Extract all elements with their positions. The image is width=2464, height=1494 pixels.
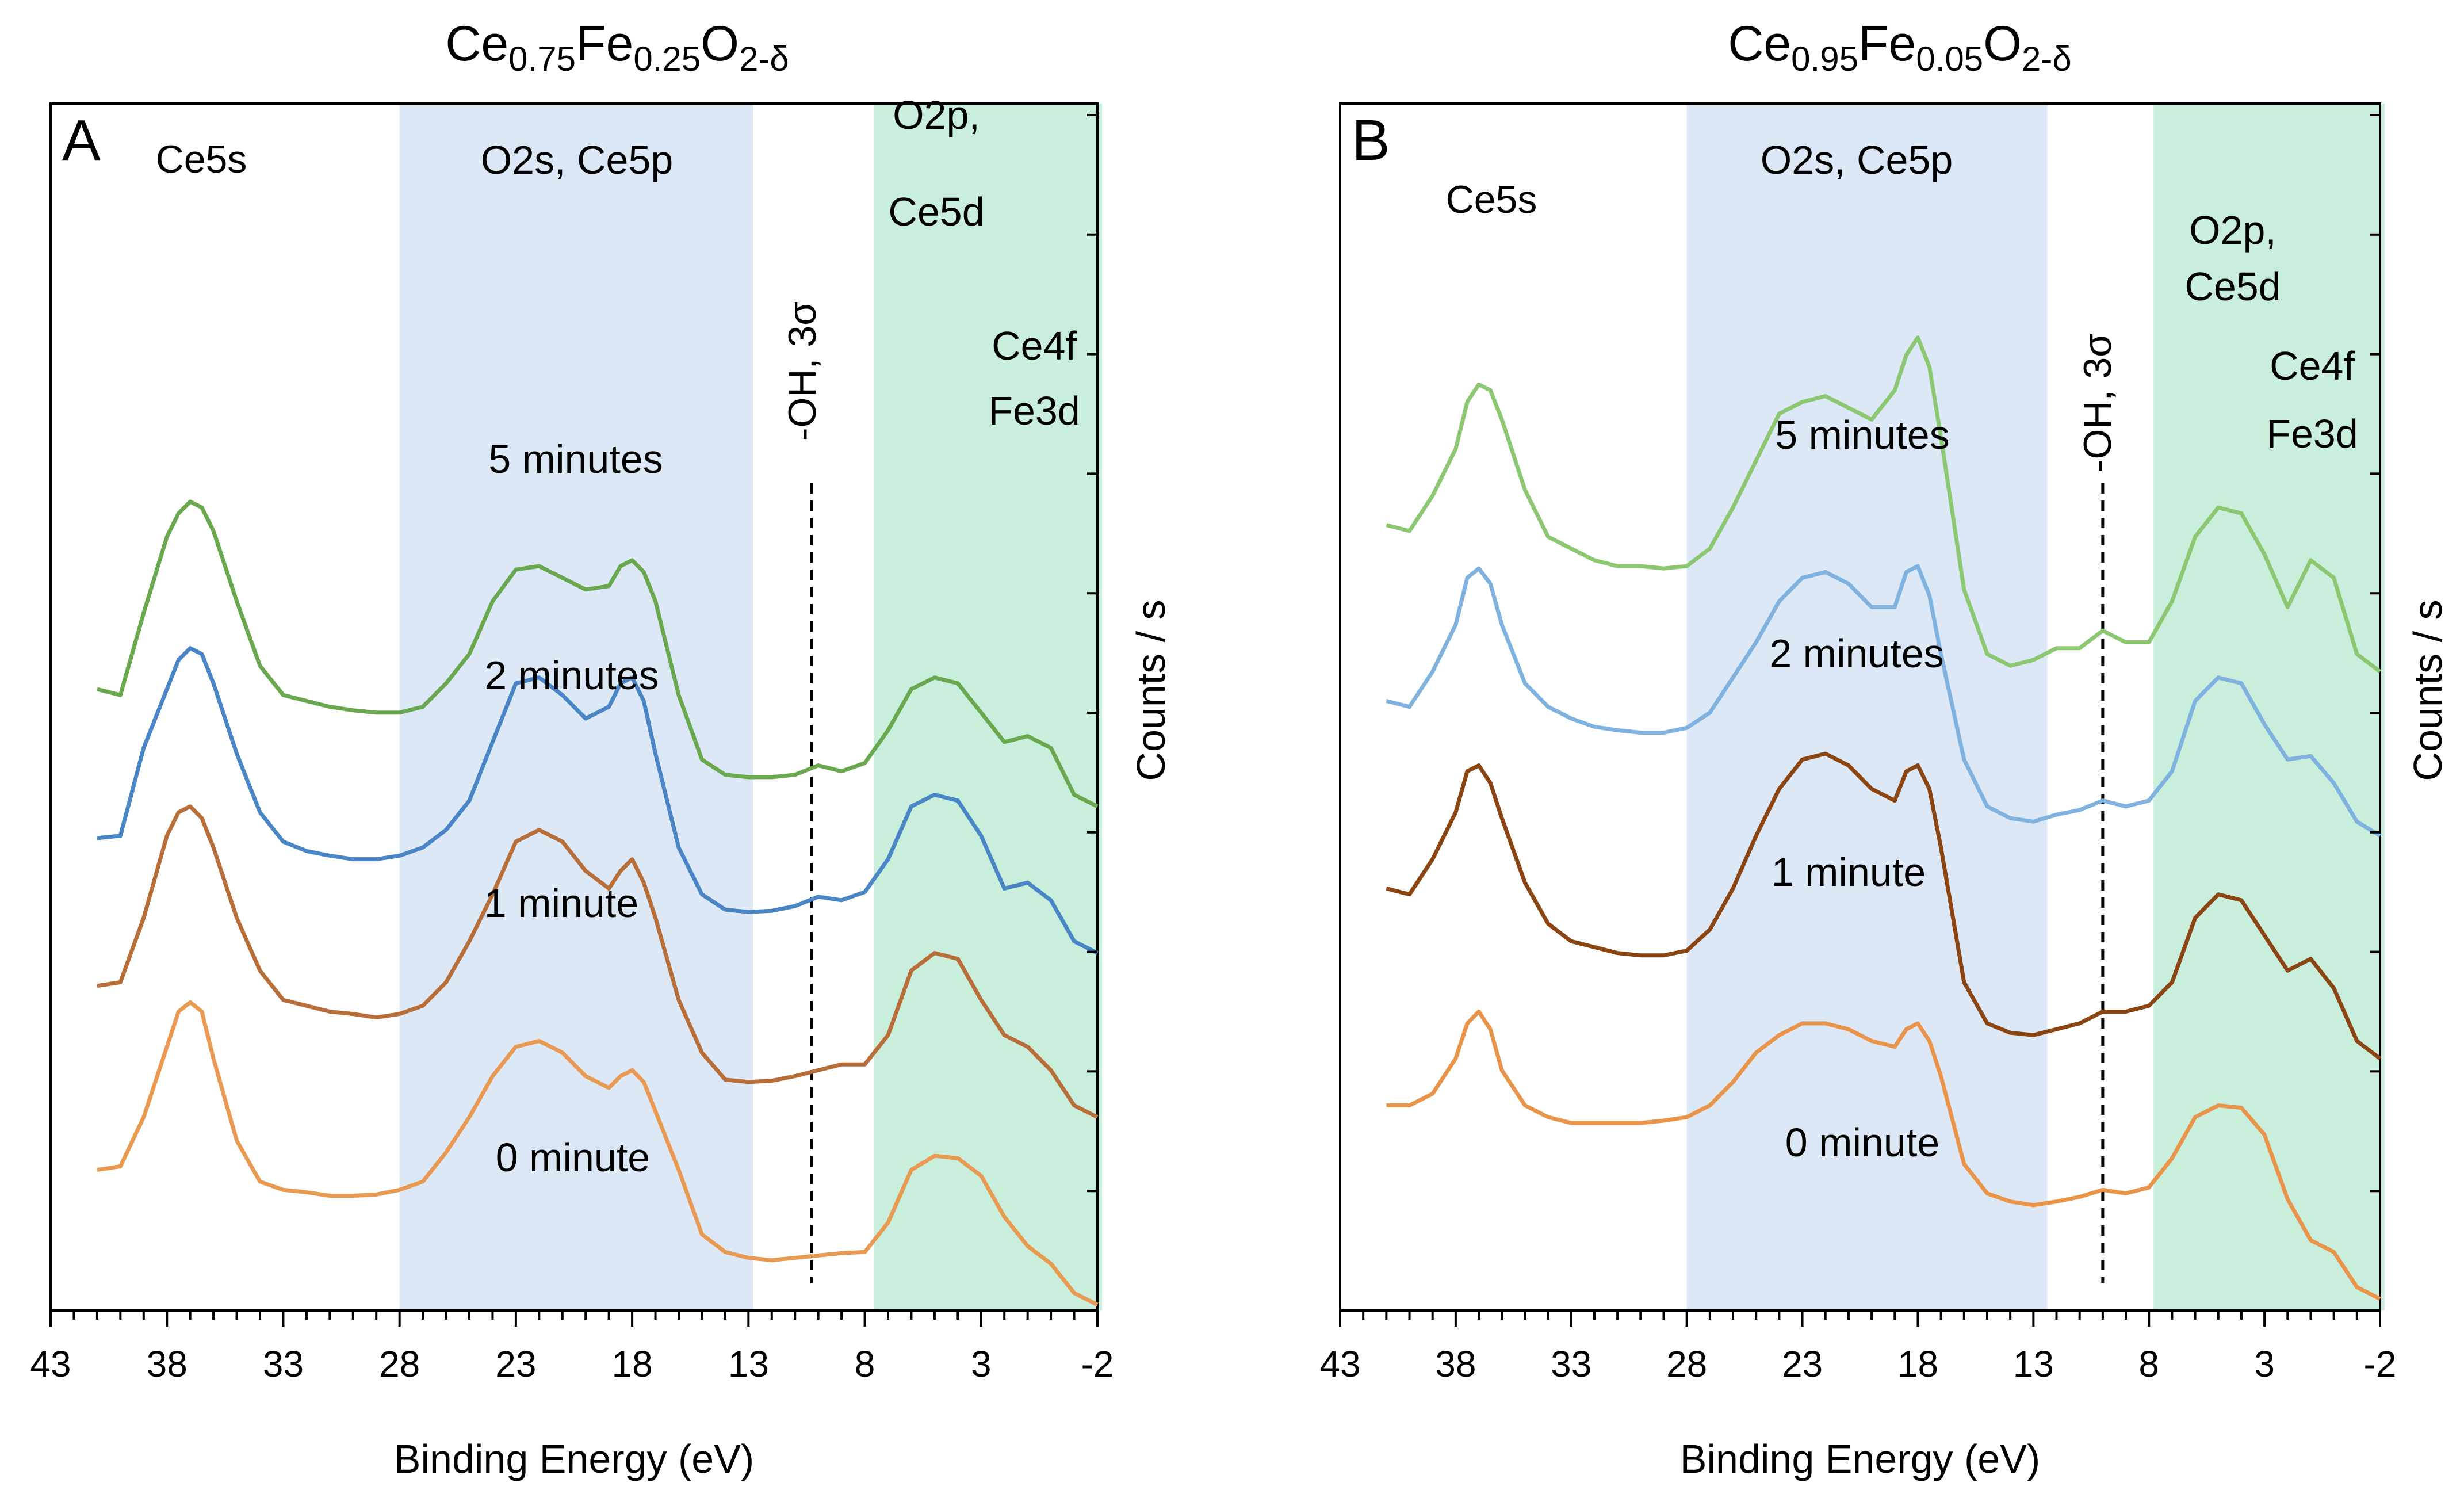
series-line	[97, 1000, 1099, 1307]
title-text: Ce	[445, 16, 508, 71]
x-tick-label: 43	[30, 1343, 71, 1385]
x-tick-label: 3	[971, 1343, 992, 1385]
x-tick-label: 23	[495, 1343, 536, 1385]
series-label: 2 minutes	[484, 653, 659, 698]
oh-3sigma-label: -OH, 3σ	[780, 301, 824, 441]
ce4f-label: Ce4f	[2270, 343, 2355, 388]
x-tick-label: -2	[1081, 1343, 1114, 1385]
y-axis-title: Counts / s	[2405, 599, 2450, 781]
title-subscript: 0.75	[508, 40, 576, 78]
series-label: 2 minutes	[1769, 631, 1943, 676]
series-label: 1 minute	[484, 881, 638, 926]
x-tick-label: 8	[855, 1343, 875, 1385]
x-axis-title: Binding Energy (eV)	[394, 1436, 754, 1481]
series-label: 5 minutes	[1775, 412, 1949, 457]
panel-b: 43 38 33 28 23 18 13 8 3 -2 Binding Energy (eV) Cou…	[1319, 16, 2450, 1481]
band-blue	[1686, 104, 2048, 1310]
fe3d-label: Fe3d	[988, 388, 1080, 433]
o2s-ce5p-label: O2s, Ce5p	[1761, 137, 1953, 182]
x-tick-label: 33	[263, 1343, 304, 1385]
plot-frame	[49, 102, 1099, 1312]
x-axis-title: Binding Energy (eV)	[1680, 1436, 2040, 1481]
x-tick-label: 43	[1319, 1343, 1360, 1385]
title-subscript: 0.25	[633, 40, 701, 78]
band-green	[874, 104, 1103, 1310]
panel-letter: A	[62, 108, 101, 173]
title-subscript: 0.05	[1916, 40, 1983, 78]
x-tick-label: 18	[612, 1343, 653, 1385]
series-label: 5 minutes	[488, 437, 663, 482]
series-line	[1386, 751, 2382, 1060]
panel-title: Ce0.75Fe0.25O2-δ	[445, 16, 789, 78]
panel-letter: B	[1352, 108, 1390, 173]
ce4f-label: Ce4f	[992, 323, 1077, 368]
x-tick-label: 33	[1551, 1343, 1591, 1385]
o2p-label: O2p,	[2189, 208, 2276, 253]
series-line	[97, 646, 1099, 955]
series-line	[97, 804, 1099, 1119]
x-tick-label: 38	[147, 1343, 188, 1385]
ce5d-label: Ce5d	[2184, 264, 2281, 309]
panel-a: 43 38 33 28 23 18 13 8 3 -2 Binding Energy (eV) Cou…	[30, 16, 1173, 1481]
title-subscript: 2-δ	[739, 40, 789, 78]
series-line	[1386, 564, 2381, 838]
title-text: O	[701, 16, 739, 71]
x-tick-label: 28	[1666, 1343, 1707, 1385]
series-label: 1 minute	[1772, 850, 1926, 895]
fe3d-label: Fe3d	[2266, 411, 2358, 456]
x-tick-label: 3	[2254, 1343, 2275, 1385]
panel-title: Ce0.95Fe0.05O2-δ	[1728, 16, 2072, 78]
x-tick-label: 8	[2138, 1343, 2159, 1385]
y-axis-title: Counts / s	[1128, 599, 1173, 781]
series-line	[97, 499, 1099, 808]
title-text: Fe	[576, 16, 633, 71]
title-text: Ce	[1728, 16, 1791, 71]
ce5d-label: Ce5d	[888, 189, 984, 234]
plot-frame	[1339, 102, 2381, 1312]
x-tick-label: 28	[379, 1343, 420, 1385]
title-subscript: 2-δ	[2022, 40, 2072, 78]
x-tick-label: 38	[1435, 1343, 1476, 1385]
series-line	[1386, 335, 2382, 674]
ce5s-label: Ce5s	[156, 137, 247, 181]
title-text: O	[1983, 16, 2022, 71]
series-label: 0 minute	[1785, 1120, 1939, 1165]
series-label: 0 minute	[496, 1135, 650, 1180]
oh-3sigma-label: -OH, 3σ	[2076, 333, 2119, 472]
series-line	[1386, 1010, 2381, 1301]
x-tick-label: 18	[1897, 1343, 1938, 1385]
title-subscript: 0.95	[1791, 40, 1858, 78]
title-text: Fe	[1858, 16, 1916, 71]
o2p-label: O2p,	[893, 93, 980, 137]
o2s-ce5p-label: O2s, Ce5p	[481, 137, 674, 182]
x-tick-label: -2	[2364, 1343, 2397, 1385]
x-tick-label: 13	[2013, 1343, 2054, 1385]
x-tick-label: 23	[1782, 1343, 1823, 1385]
ce5s-label: Ce5s	[1446, 178, 1537, 221]
x-tick-label: 13	[728, 1343, 769, 1385]
